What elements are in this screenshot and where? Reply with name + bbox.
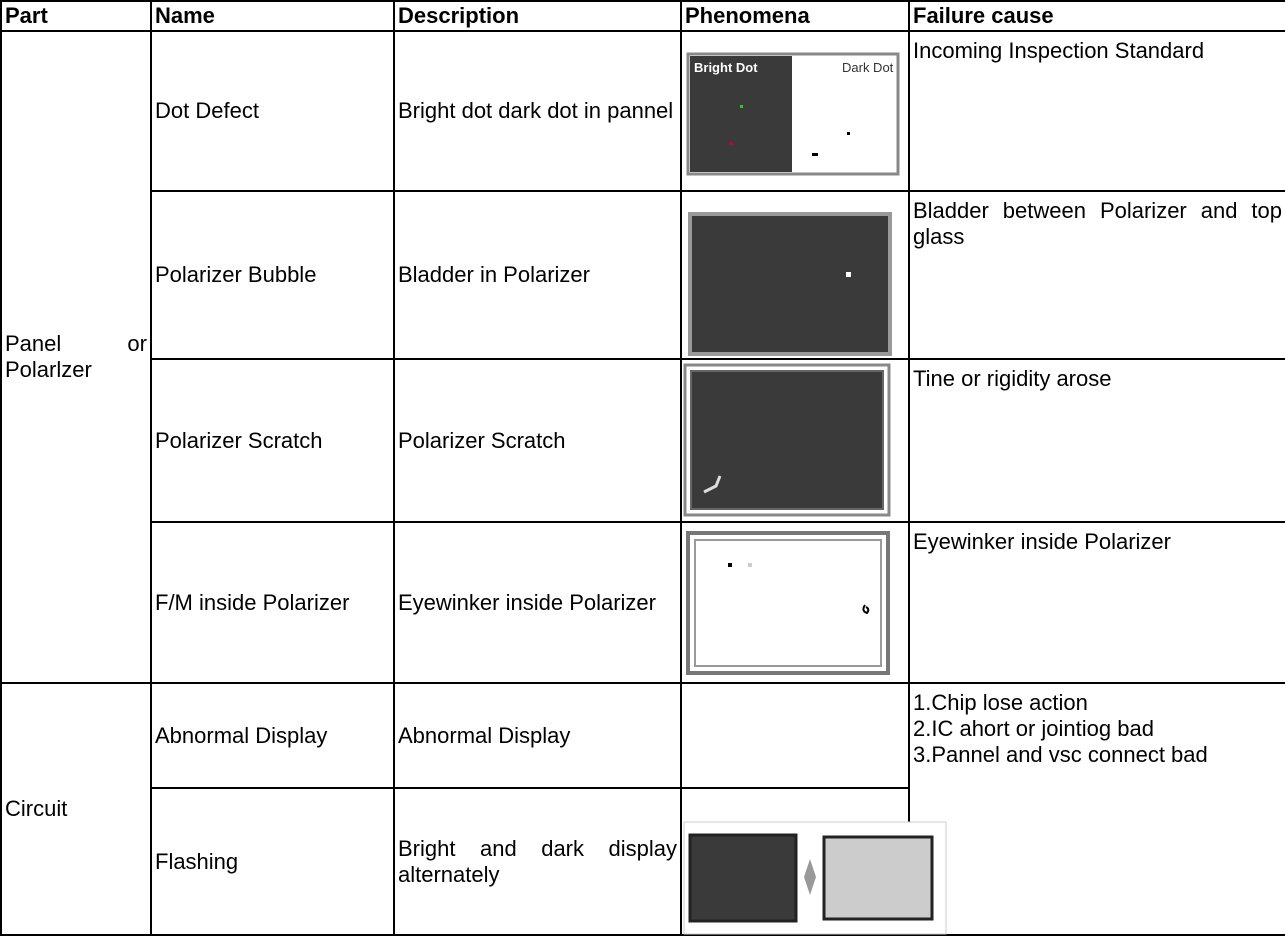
part-cell: Panel or Polarlzer bbox=[0, 30, 152, 684]
name-cell: Abnormal Display bbox=[150, 682, 395, 789]
part-cell: Circuit bbox=[0, 682, 152, 936]
row: Circuit Abnormal Display Abnormal Displa… bbox=[0, 682, 1285, 936]
cause-line: 3.Pannel and vsc connect bad bbox=[913, 742, 1208, 767]
cause-line: 2.IC ahort or jointiog bad bbox=[913, 716, 1154, 741]
phenomena-cell bbox=[680, 190, 910, 360]
phenomena-image bbox=[683, 821, 947, 935]
name-cell: F/M inside Polarizer bbox=[150, 521, 395, 684]
cause-cell: 1.Chip lose action 2.IC ahort or jointio… bbox=[908, 682, 1285, 936]
row: Panel or Polarlzer Dot Defect Bright dot… bbox=[0, 30, 1285, 684]
header-cell: Part bbox=[0, 0, 152, 32]
description-cell: Polarizer Scratch bbox=[393, 358, 682, 523]
header-cell: Description bbox=[393, 0, 682, 32]
phenomena-image: Bright Dot Dark Dot bbox=[686, 52, 900, 176]
cause-cell: Tine or rigidity arose bbox=[908, 358, 1285, 523]
header-row: Part Name Description Phenomena Failure … bbox=[0, 0, 1285, 32]
phenomena-cell bbox=[680, 682, 910, 789]
header-cell: Name bbox=[150, 0, 395, 32]
name-cell: Dot Defect bbox=[150, 30, 395, 192]
row: Flashing Bright and dark display alterna… bbox=[1, 787, 1285, 936]
phenomena-image bbox=[686, 531, 890, 675]
phenomena-cell: Bright Dot Dark Dot bbox=[680, 30, 910, 192]
row: Polarizer Scratch Polarizer Scratch Tine… bbox=[1, 358, 1285, 523]
header-cell: Phenomena bbox=[680, 0, 910, 32]
description-cell: Abnormal Display bbox=[393, 682, 682, 789]
row: F/M inside Polarizer Eyewinker inside Po… bbox=[1, 521, 1285, 684]
cause-line: 1.Chip lose action bbox=[913, 690, 1088, 715]
description-cell: Eyewinker inside Polarizer bbox=[393, 521, 682, 684]
description-cell: Bright and dark display alternately bbox=[393, 787, 682, 936]
cause-cell: Eyewinker inside Polarizer bbox=[908, 521, 1285, 684]
name-cell: Polarizer Bubble bbox=[150, 190, 395, 360]
description-cell: Bladder in Polarizer bbox=[393, 190, 682, 360]
image-label: Dark Dot bbox=[842, 60, 894, 75]
image-label: Bright Dot bbox=[694, 60, 758, 75]
name-cell: Polarizer Scratch bbox=[150, 358, 395, 523]
header-cell: Failure cause bbox=[908, 0, 1285, 32]
phenomena-cell bbox=[680, 521, 910, 684]
phenomena-image bbox=[683, 363, 891, 517]
phenomena-cell bbox=[680, 787, 947, 936]
phenomena-cell bbox=[680, 358, 910, 523]
row: Polarizer Bubble Bladder in Polarizer Bl… bbox=[1, 190, 1285, 360]
cause-cell: Bladder between Polarizer and top glass bbox=[908, 190, 1285, 360]
description-cell: Bright dot dark dot in pannel bbox=[393, 30, 682, 192]
cause-cell: Incoming Inspection Standard bbox=[908, 30, 1285, 192]
phenomena-image bbox=[688, 212, 892, 356]
name-cell: Flashing bbox=[150, 787, 395, 936]
